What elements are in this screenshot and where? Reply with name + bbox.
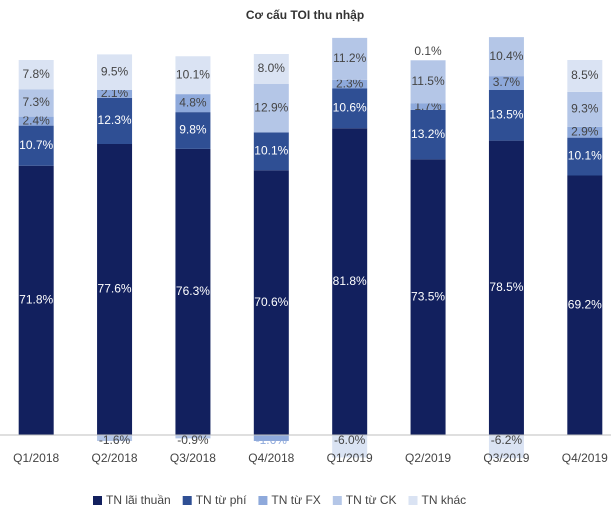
bar-segment	[253, 54, 289, 84]
bar-segment	[175, 435, 211, 439]
legend-swatch	[332, 496, 342, 505]
x-tick-label: Q2/2019	[405, 451, 451, 465]
data-label: 71.8%	[19, 293, 53, 307]
data-label: 2.9%	[571, 124, 599, 138]
bar-segment	[18, 60, 54, 90]
bar-segment	[18, 89, 54, 117]
data-label: 8.5%	[571, 68, 599, 82]
data-label: 81.8%	[333, 274, 367, 288]
legend-label: TN từ CK	[346, 493, 397, 507]
data-label: 10.1%	[568, 149, 602, 163]
bar-segment	[18, 165, 54, 435]
data-label: -6.0%	[334, 433, 366, 447]
data-label: -1.6%	[256, 433, 288, 447]
data-label: -6.2%	[491, 433, 523, 447]
bar-segment	[97, 90, 133, 98]
data-label: -1.6%	[99, 433, 131, 447]
data-label: 69.2%	[568, 297, 602, 311]
data-label: 8.0%	[258, 61, 286, 75]
data-label: 10.6%	[333, 101, 367, 115]
bar-segment	[175, 56, 211, 95]
x-tick-label: Q4/2019	[562, 451, 608, 465]
bar-segment	[410, 60, 446, 104]
x-tick-label: Q1/2018	[13, 451, 59, 465]
legend-swatch	[93, 496, 102, 505]
legend-label: TN khác	[422, 493, 467, 507]
bar-segment	[488, 37, 524, 77]
legend-swatch	[258, 496, 268, 505]
data-label: 13.2%	[411, 127, 445, 141]
bar-segment	[410, 103, 446, 110]
data-label: 10.1%	[176, 67, 210, 81]
legend-label: TN từ FX	[271, 493, 320, 507]
data-label: 77.6%	[98, 282, 132, 296]
data-label: 9.3%	[571, 101, 599, 115]
legend-swatch	[182, 496, 192, 505]
bar-segment	[332, 79, 368, 89]
data-label: 2.4%	[23, 113, 51, 127]
data-label: 76.3%	[176, 284, 210, 298]
data-label: -0.9%	[177, 433, 209, 447]
data-label: 3.7%	[493, 75, 521, 89]
bar-segment	[97, 144, 133, 435]
data-label: 78.5%	[489, 280, 523, 294]
data-label: 12.9%	[254, 100, 288, 114]
data-label: 10.1%	[254, 143, 288, 157]
x-tick-label: Q4/2018	[248, 451, 294, 465]
bar-segment	[332, 37, 368, 80]
data-label: 11.2%	[333, 51, 366, 65]
bar-segment	[175, 94, 211, 113]
data-label: 73.5%	[411, 289, 445, 303]
bar-segment	[253, 435, 289, 441]
bar-segment	[488, 435, 524, 459]
bar-segment	[253, 170, 289, 435]
bar-segment	[175, 148, 211, 435]
data-label: 4.8%	[179, 95, 207, 109]
legend-swatch	[408, 496, 418, 505]
data-label: 13.5%	[489, 107, 523, 121]
bar-segment	[488, 76, 524, 90]
bar-segment	[488, 140, 524, 435]
bar-segment	[567, 175, 603, 435]
bar-segment	[97, 54, 133, 90]
data-label: 12.3%	[98, 113, 132, 127]
chart-title: Cơ cấu TOI thu nhập	[246, 8, 364, 22]
x-tick-label: Q2/2018	[92, 451, 138, 465]
bar-segment	[332, 88, 368, 129]
bar-segment	[410, 109, 446, 160]
data-label: 9.8%	[179, 123, 207, 137]
x-tick-label: Q1/2019	[327, 451, 373, 465]
bar-segment	[410, 159, 446, 435]
data-label: 11.5%	[411, 74, 444, 88]
bar-segment	[332, 435, 368, 458]
data-label: 9.5%	[101, 64, 129, 78]
bar-segment	[18, 116, 54, 126]
x-tick-label: Q3/2019	[483, 451, 529, 465]
data-label: 7.3%	[23, 95, 51, 109]
bar-segment	[567, 60, 603, 92]
bar-segment	[488, 90, 524, 141]
data-label: 70.6%	[254, 295, 288, 309]
data-label: 7.8%	[23, 67, 51, 81]
bar-segment	[567, 137, 603, 176]
bar-segment	[97, 97, 133, 144]
bar-segment	[175, 112, 211, 149]
bar-segment	[332, 128, 368, 435]
bar-segment	[567, 126, 603, 138]
data-label: 10.4%	[489, 49, 523, 63]
bar-segment	[253, 84, 289, 133]
legend-label: TN từ phí	[196, 493, 247, 507]
bar-segment	[18, 125, 54, 166]
legend-label: TN lãi thuần	[106, 493, 171, 507]
bar-segment	[567, 91, 603, 127]
bar-segment	[97, 435, 133, 441]
bar-segment	[253, 132, 289, 171]
data-label: 0.1%	[414, 44, 442, 58]
x-tick-label: Q3/2018	[170, 451, 216, 465]
data-label: 10.7%	[19, 138, 53, 152]
